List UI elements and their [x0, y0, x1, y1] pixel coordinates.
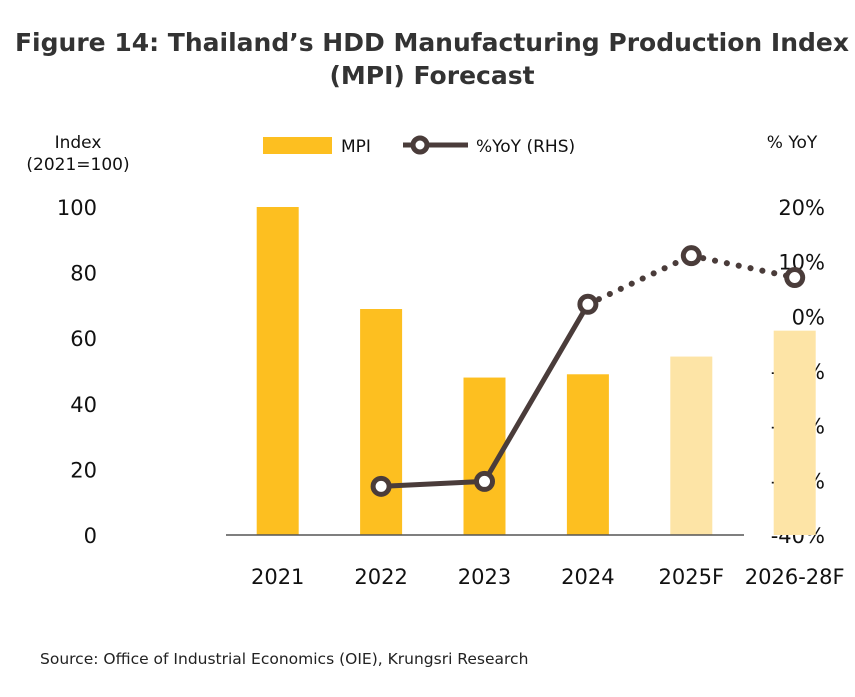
- right-tick-label: 20%: [778, 196, 825, 220]
- left-tick-label: 60: [70, 327, 97, 351]
- legend-mpi-label: MPI: [341, 137, 371, 157]
- left-tick-label: 100: [57, 196, 97, 220]
- category-label: 2026-28F: [745, 565, 845, 589]
- category-label: 2023: [458, 565, 511, 589]
- right-tick-label: 0%: [792, 305, 825, 329]
- left-tick-label: 20: [70, 458, 97, 482]
- yoy-point-2025F: [680, 245, 702, 267]
- category-label: 2022: [354, 565, 407, 589]
- chart-title-line2: (MPI) Forecast: [329, 61, 534, 90]
- category-label: 2021: [251, 565, 304, 589]
- mpi-bar-2026-28F: [773, 330, 816, 535]
- yoy-segment: [378, 478, 487, 489]
- category-label: 2024: [561, 565, 614, 589]
- category-label: 2025F: [659, 565, 725, 589]
- left-tick-label: 0: [84, 524, 97, 548]
- left-tick-label: 80: [70, 262, 97, 286]
- left-axis-label-line1: Index: [55, 133, 102, 153]
- yoy-forecast-segment: [584, 252, 695, 308]
- mpi-bar-2024: [566, 374, 609, 535]
- mpi-bar-2025F: [670, 356, 713, 535]
- legend-yoy-marker: [410, 135, 430, 155]
- yoy-point-2024: [577, 293, 599, 315]
- left-axis-label-line2: (2021=100): [26, 155, 129, 175]
- yoy-segment: [482, 301, 591, 484]
- legend-mpi-swatch: [263, 137, 332, 154]
- legend: MPI %YoY (RHS): [263, 135, 575, 157]
- mpi-bar-2022: [360, 309, 403, 535]
- yoy-point-2026-28F: [784, 267, 806, 289]
- chart-title-line1: Figure 14: Thailand’s HDD Manufacturing …: [15, 28, 849, 57]
- yoy-point-2022: [370, 475, 392, 497]
- left-tick-label: 40: [70, 393, 97, 417]
- legend-yoy-label: %YoY (RHS): [476, 137, 575, 157]
- source-note: Source: Office of Industrial Economics (…: [40, 650, 528, 668]
- mpi-bar-2021: [256, 207, 299, 535]
- yoy-point-2023: [474, 470, 495, 492]
- right-axis-label: % YoY: [767, 133, 818, 153]
